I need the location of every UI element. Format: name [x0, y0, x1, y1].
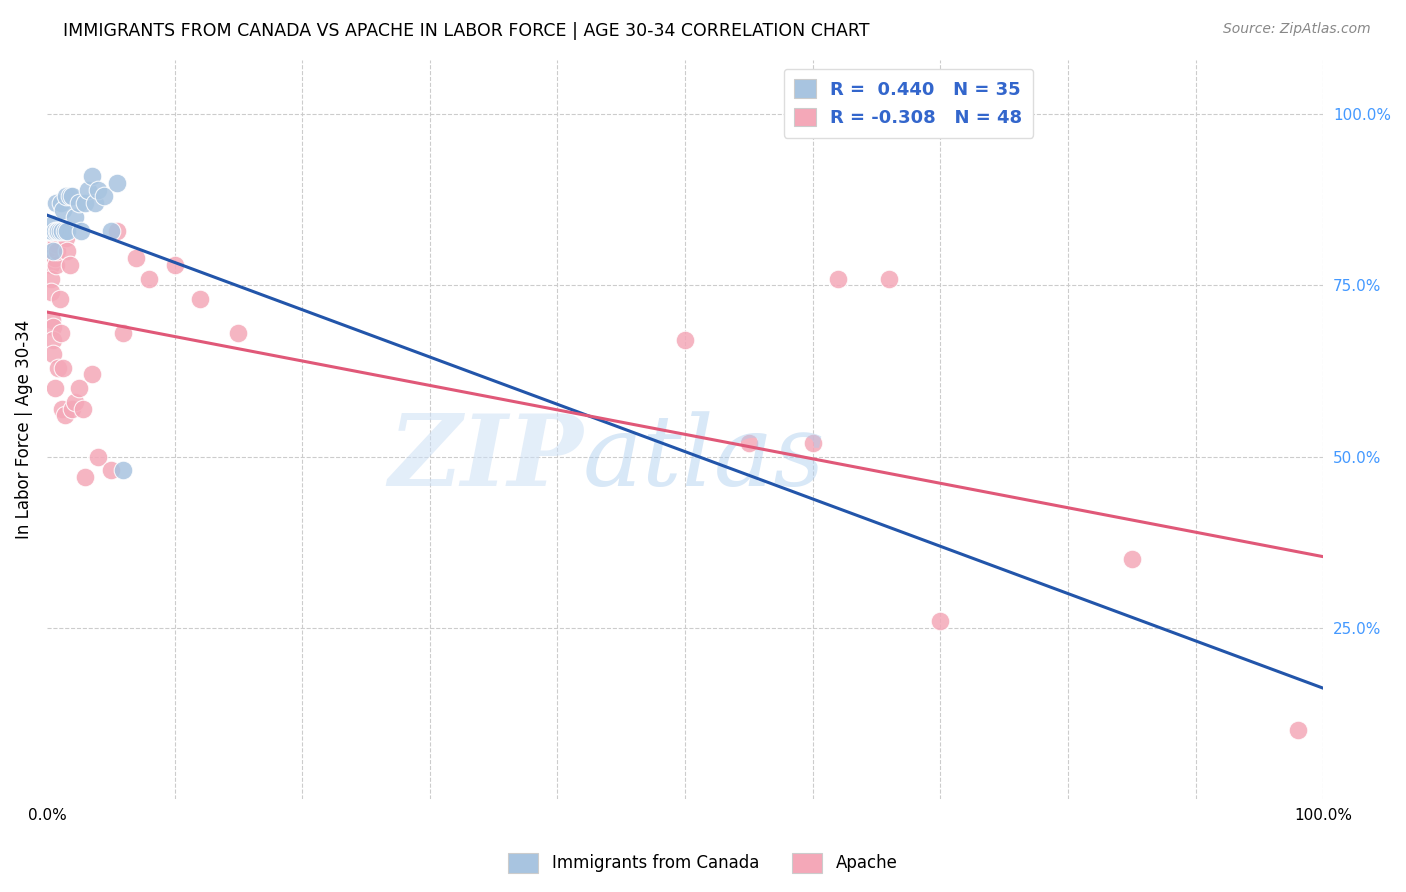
Point [1121, 552, 1143, 566]
Point [112, 326, 135, 341]
Point [56, 244, 79, 259]
Point [45, 258, 67, 272]
Point [105, 224, 128, 238]
Point [45, 237, 67, 252]
Point [673, 333, 696, 347]
Point [44, 381, 66, 395]
Point [87, 183, 110, 197]
Point [38, 224, 60, 238]
Point [80, 368, 103, 382]
Point [879, 271, 901, 285]
Point [38, 224, 60, 238]
Point [48, 360, 70, 375]
Point [52, 203, 75, 218]
Point [75, 196, 97, 211]
Point [42, 244, 65, 259]
Point [56, 224, 79, 238]
Point [44, 224, 66, 238]
Point [67, 381, 90, 395]
Text: atlas: atlas [583, 411, 825, 507]
Point [48, 292, 70, 306]
Point [228, 326, 250, 341]
Text: Source: ZipAtlas.com: Source: ZipAtlas.com [1223, 22, 1371, 37]
Point [53, 224, 76, 238]
Point [51, 224, 73, 238]
Point [138, 271, 160, 285]
Point [38, 224, 60, 238]
Point [100, 224, 122, 238]
Point [72, 401, 94, 416]
Legend: Immigrants from Canada, Apache: Immigrants from Canada, Apache [502, 847, 904, 880]
Point [188, 292, 211, 306]
Point [42, 347, 65, 361]
Point [41, 224, 63, 238]
Legend: R =  0.440   N = 35, R = -0.308   N = 48: R = 0.440 N = 35, R = -0.308 N = 48 [783, 69, 1033, 138]
Text: IMMIGRANTS FROM CANADA VS APACHE IN LABOR FORCE | AGE 30-34 CORRELATION CHART: IMMIGRANTS FROM CANADA VS APACHE IN LABO… [63, 22, 870, 40]
Point [59, 189, 82, 203]
Point [62, 401, 84, 416]
Point [39, 271, 62, 285]
Point [55, 230, 77, 244]
Point [39, 258, 62, 272]
Point [38, 224, 60, 238]
Point [75, 470, 97, 484]
Point [87, 450, 110, 464]
Y-axis label: In Labor Force | Age 30-34: In Labor Force | Age 30-34 [15, 319, 32, 539]
Point [38, 251, 60, 265]
Point [163, 258, 186, 272]
Point [801, 435, 824, 450]
Point [63, 394, 86, 409]
Point [51, 401, 73, 416]
Point [48, 224, 70, 238]
Point [59, 258, 82, 272]
Point [112, 463, 135, 477]
Point [42, 319, 65, 334]
Point [76, 183, 98, 197]
Point [39, 224, 62, 238]
Point [80, 169, 103, 183]
Point [100, 463, 122, 477]
Point [55, 189, 77, 203]
Point [62, 189, 84, 203]
Text: ZIP: ZIP [388, 410, 583, 507]
Point [105, 176, 128, 190]
Point [46, 224, 69, 238]
Point [738, 435, 761, 450]
Point [49, 326, 72, 341]
Point [70, 224, 93, 238]
Point [41, 230, 63, 244]
Point [125, 251, 148, 265]
Point [42, 217, 65, 231]
Point [929, 614, 952, 628]
Point [45, 196, 67, 211]
Point [827, 271, 849, 285]
Point [63, 210, 86, 224]
Point [39, 285, 62, 300]
Point [39, 224, 62, 238]
Point [93, 189, 115, 203]
Point [53, 409, 76, 423]
Point [38, 237, 60, 252]
Point [49, 196, 72, 211]
Point [52, 360, 75, 375]
Point [84, 196, 107, 211]
Point [46, 244, 69, 259]
Point [41, 224, 63, 238]
Point [39, 224, 62, 238]
Point [42, 333, 65, 347]
Point [67, 196, 90, 211]
Point [1286, 723, 1309, 738]
Point [41, 312, 63, 326]
Point [44, 251, 66, 265]
Point [48, 224, 70, 238]
